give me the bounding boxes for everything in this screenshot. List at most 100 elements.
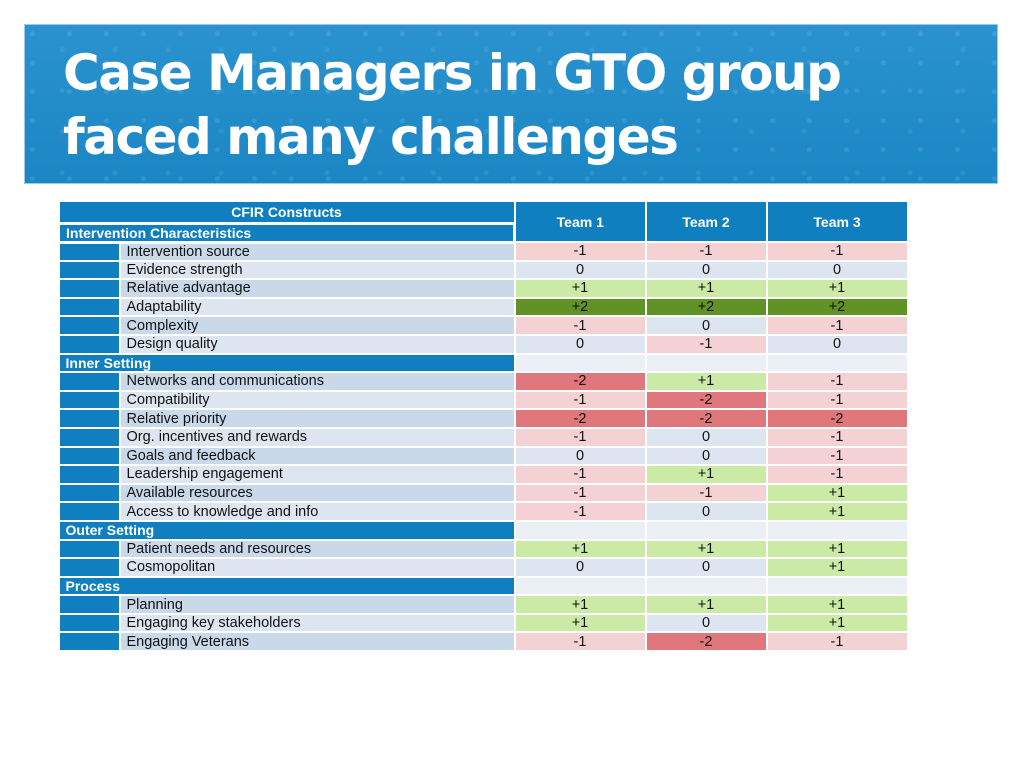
row-indent bbox=[57, 426, 121, 448]
team-3-score: +1 bbox=[765, 482, 909, 504]
table-row: Adaptability +2 +2 +2 bbox=[57, 296, 909, 318]
team-2-score: +1 bbox=[644, 538, 768, 560]
team-2-score: +1 bbox=[644, 464, 768, 485]
empty-cell bbox=[644, 352, 768, 374]
empty-cell bbox=[765, 575, 909, 597]
construct-name: Org. incentives and rewards bbox=[118, 426, 516, 448]
construct-name: Relative priority bbox=[118, 408, 516, 429]
table-row: Patient needs and resources +1 +1 +1 bbox=[57, 538, 909, 560]
team-header-1: Team 1 bbox=[513, 200, 647, 243]
team-3-score: +1 bbox=[765, 538, 909, 560]
team-2-score: 0 bbox=[644, 315, 768, 336]
section-row: Inner Setting bbox=[57, 352, 909, 374]
table-row: Intervention source -1 -1 -1 bbox=[57, 241, 909, 262]
row-indent bbox=[57, 241, 121, 262]
team-1-score: 0 bbox=[513, 259, 647, 281]
team-1-score: -1 bbox=[513, 631, 647, 653]
row-indent bbox=[57, 482, 121, 504]
team-2-score: -2 bbox=[644, 631, 768, 653]
team-3-score: +1 bbox=[765, 594, 909, 615]
team-3-score: +1 bbox=[765, 557, 909, 578]
row-indent bbox=[57, 464, 121, 485]
section-label: Process bbox=[57, 575, 516, 597]
team-2-score: -1 bbox=[644, 333, 768, 355]
team-3-score: +2 bbox=[765, 296, 909, 318]
empty-cell bbox=[513, 575, 647, 597]
team-3-score: -1 bbox=[765, 426, 909, 448]
team-1-score: -1 bbox=[513, 241, 647, 262]
table-row: Relative priority -2 -2 -2 bbox=[57, 408, 909, 429]
table-row: Org. incentives and rewards -1 0 -1 bbox=[57, 426, 909, 448]
team-header-3: Team 3 bbox=[765, 200, 909, 243]
team-2-score: 0 bbox=[644, 445, 768, 467]
title-banner: Case Managers in GTO group faced many ch… bbox=[24, 24, 998, 184]
team-1-score: 0 bbox=[513, 445, 647, 467]
team-1-score: -1 bbox=[513, 426, 647, 448]
team-2-score: +2 bbox=[644, 296, 768, 318]
section-row: Process bbox=[57, 575, 909, 597]
team-2-score: 0 bbox=[644, 501, 768, 522]
table-body: CFIR Constructs Team 1 Team 2 Team 3 Interve… bbox=[57, 200, 909, 653]
team-2-score: +1 bbox=[644, 594, 768, 615]
construct-name: Design quality bbox=[118, 333, 516, 355]
construct-name: Engaging key stakeholders bbox=[118, 612, 516, 634]
section-label: Inner Setting bbox=[57, 352, 516, 374]
section-label: Outer Setting bbox=[57, 519, 516, 541]
section-label: Intervention Characteristics bbox=[57, 221, 516, 244]
team-1-score: -1 bbox=[513, 482, 647, 504]
team-1-score: -1 bbox=[513, 501, 647, 522]
team-2-score: -1 bbox=[644, 482, 768, 504]
team-3-score: +1 bbox=[765, 278, 909, 299]
team-2-score: 0 bbox=[644, 557, 768, 578]
team-3-score: -1 bbox=[765, 371, 909, 392]
team-3-score: 0 bbox=[765, 259, 909, 281]
table-row: Cosmopolitan 0 0 +1 bbox=[57, 557, 909, 578]
table-row: Planning +1 +1 +1 bbox=[57, 594, 909, 615]
team-2-score: -1 bbox=[644, 241, 768, 262]
team-2-score: 0 bbox=[644, 612, 768, 634]
row-indent bbox=[57, 408, 121, 429]
table-row: Complexity -1 0 -1 bbox=[57, 315, 909, 336]
row-indent bbox=[57, 612, 121, 634]
constructs-header: CFIR Constructs bbox=[57, 200, 516, 224]
table-row: Available resources -1 -1 +1 bbox=[57, 482, 909, 504]
construct-name: Planning bbox=[118, 594, 516, 615]
row-indent bbox=[57, 296, 121, 318]
team-1-score: -1 bbox=[513, 389, 647, 411]
construct-name: Goals and feedback bbox=[118, 445, 516, 467]
construct-name: Compatibility bbox=[118, 389, 516, 411]
team-1-score: -2 bbox=[513, 371, 647, 392]
row-indent bbox=[57, 278, 121, 299]
table-row: Compatibility -1 -2 -1 bbox=[57, 389, 909, 411]
construct-name: Adaptability bbox=[118, 296, 516, 318]
team-3-score: -1 bbox=[765, 315, 909, 336]
team-3-score: -1 bbox=[765, 241, 909, 262]
cfir-ratings-table: CFIR Constructs Team 1 Team 2 Team 3 Interve… bbox=[57, 200, 909, 653]
team-1-score: 0 bbox=[513, 333, 647, 355]
construct-name: Cosmopolitan bbox=[118, 557, 516, 578]
construct-name: Complexity bbox=[118, 315, 516, 336]
table-row: Engaging Veterans -1 -2 -1 bbox=[57, 631, 909, 653]
team-1-score: -1 bbox=[513, 315, 647, 336]
row-indent bbox=[57, 445, 121, 467]
construct-name: Access to knowledge and info bbox=[118, 501, 516, 522]
row-indent bbox=[57, 594, 121, 615]
construct-name: Evidence strength bbox=[118, 259, 516, 281]
construct-name: Engaging Veterans bbox=[118, 631, 516, 653]
table-row: Relative advantage +1 +1 +1 bbox=[57, 278, 909, 299]
team-2-score: 0 bbox=[644, 259, 768, 281]
team-1-score: +1 bbox=[513, 538, 647, 560]
empty-cell bbox=[765, 352, 909, 374]
team-1-score: 0 bbox=[513, 557, 647, 578]
section-row: Outer Setting bbox=[57, 519, 909, 541]
team-3-score: -2 bbox=[765, 408, 909, 429]
empty-cell bbox=[644, 519, 768, 541]
row-indent bbox=[57, 315, 121, 336]
row-indent bbox=[57, 371, 121, 392]
row-indent bbox=[57, 538, 121, 560]
team-2-score: -2 bbox=[644, 408, 768, 429]
construct-name: Leadership engagement bbox=[118, 464, 516, 485]
construct-name: Patient needs and resources bbox=[118, 538, 516, 560]
team-3-score: -1 bbox=[765, 631, 909, 653]
empty-cell bbox=[513, 352, 647, 374]
